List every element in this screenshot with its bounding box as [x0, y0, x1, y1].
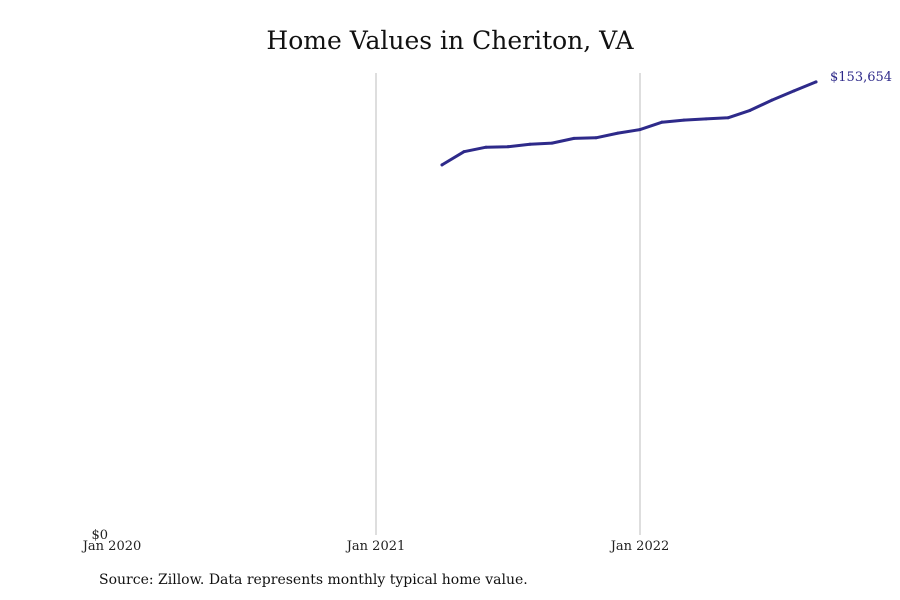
- x-tick-label: Jan 2022: [609, 539, 670, 554]
- data-point: [440, 163, 444, 167]
- data-point: [506, 145, 510, 149]
- data-point: [550, 141, 554, 145]
- data-point: [748, 108, 752, 112]
- data-point: [616, 131, 620, 135]
- data-point: [660, 120, 664, 124]
- data-point: [462, 150, 466, 154]
- data-point: [594, 136, 598, 140]
- data-point: [814, 80, 818, 84]
- tick-layer: Jan 2020 Jan 2021 Jan 2022 $0: [81, 528, 670, 554]
- end-value-label: $153,654: [830, 70, 892, 85]
- data-point: [572, 136, 576, 140]
- data-point: [770, 98, 774, 102]
- data-point: [528, 142, 532, 146]
- source-note: Source: Zillow. Data represents monthly …: [99, 572, 528, 588]
- series-layer: $153,654: [440, 70, 892, 167]
- y-tick-label: $0: [91, 528, 108, 543]
- grid-layer: [375, 73, 641, 535]
- data-point: [682, 118, 686, 122]
- series-line: [440, 80, 818, 167]
- x-tick-label: Jan 2021: [345, 539, 406, 554]
- data-point: [484, 145, 488, 149]
- data-point: [726, 116, 730, 120]
- data-point: [792, 89, 796, 93]
- data-point: [638, 128, 642, 132]
- chart-title: Home Values in Cheriton, VA: [266, 26, 634, 55]
- x-tick-label: Jan 2020: [81, 539, 142, 554]
- data-point: [704, 117, 708, 121]
